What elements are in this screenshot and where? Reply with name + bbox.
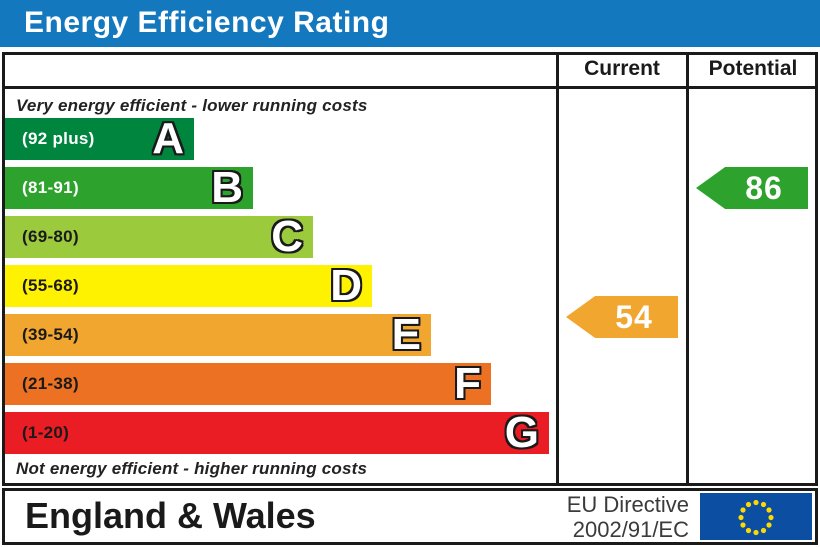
caption-not-efficient: Not energy efficient - higher running co… xyxy=(16,459,368,478)
footer-bar: England & Wales EU Directive 2002/91/EC xyxy=(2,488,818,545)
region-label: England & Wales xyxy=(25,495,316,536)
band-b-range: (81-91) xyxy=(22,178,79,197)
band-c-range: (69-80) xyxy=(22,227,79,246)
band-g: (1-20) G xyxy=(5,408,549,457)
column-divider-current xyxy=(556,52,559,486)
eu-directive-line2: 2002/91/EC xyxy=(572,517,689,542)
band-b: (81-91) B xyxy=(5,163,253,212)
band-b-letter: B xyxy=(211,163,243,212)
band-g-letter: G xyxy=(504,408,539,457)
column-header-current: Current xyxy=(584,57,660,80)
column-header-potential: Potential xyxy=(708,57,798,80)
band-c: (69-80) C xyxy=(5,212,313,261)
caption-very-efficient: Very energy efficient - lower running co… xyxy=(16,96,368,115)
band-e-range: (39-54) xyxy=(22,325,79,344)
band-a: (92 plus) A xyxy=(5,114,194,163)
band-a-letter: A xyxy=(152,114,184,163)
page-title: Energy Efficiency Rating xyxy=(24,6,390,39)
band-e: (39-54) E xyxy=(5,310,431,359)
band-a-range: (92 plus) xyxy=(22,129,95,148)
band-d: (55-68) D xyxy=(5,261,372,310)
potential-rating-value: 86 xyxy=(745,169,783,206)
band-d-letter: D xyxy=(330,261,362,310)
band-d-range: (55-68) xyxy=(22,276,79,295)
column-divider-potential xyxy=(686,52,689,486)
band-c-letter: C xyxy=(271,212,303,261)
eu-directive-line1: EU Directive xyxy=(566,492,689,517)
header-divider xyxy=(2,86,818,89)
band-g-range: (1-20) xyxy=(22,423,70,442)
band-f-range: (21-38) xyxy=(22,374,79,393)
band-e-letter: E xyxy=(391,310,421,359)
eu-directive-label: EU Directive 2002/91/EC xyxy=(567,492,689,542)
current-rating-value: 54 xyxy=(615,298,653,335)
eu-flag-icon xyxy=(700,493,812,540)
band-f: (21-38) F xyxy=(5,359,491,408)
title-bar: Energy Efficiency Rating xyxy=(0,0,820,47)
band-f-letter: F xyxy=(454,359,481,408)
